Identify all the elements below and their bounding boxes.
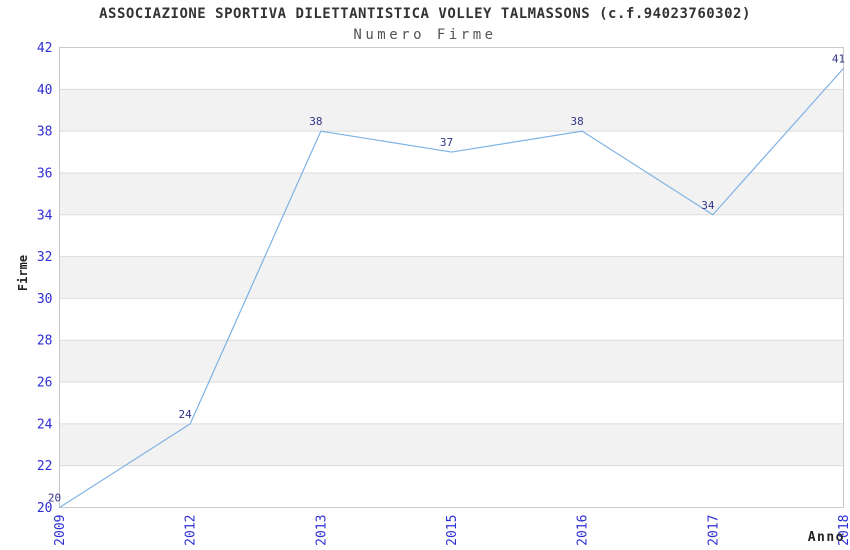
y-tick-label: 26 (37, 376, 53, 391)
chart-subtitle: Numero Firme (353, 27, 497, 43)
x-tick-label: 2012 (184, 515, 199, 546)
data-point-label: 24 (179, 408, 193, 421)
data-line (59, 68, 844, 509)
shaded-band (59, 423, 844, 466)
plot-border (59, 47, 844, 508)
shaded-band (59, 340, 844, 383)
shaded-band (59, 256, 844, 299)
y-tick-label: 24 (37, 417, 53, 432)
shaded-band (59, 172, 844, 215)
data-point-label: 41 (832, 52, 845, 65)
x-tick-label: 2015 (445, 515, 460, 546)
data-point-label: 20 (48, 492, 61, 505)
data-point-label: 37 (440, 136, 453, 149)
y-axis-title: Firme (16, 254, 30, 292)
x-tick-label: 2017 (706, 515, 721, 546)
y-tick-label: 38 (37, 125, 53, 140)
x-tick-label: 2016 (576, 515, 591, 546)
y-tick-label: 28 (37, 334, 53, 349)
y-tick-label: 36 (37, 166, 53, 181)
data-point-label: 38 (571, 115, 584, 128)
x-tick-label: 2009 (53, 515, 68, 546)
x-axis-title: Anno (807, 530, 845, 545)
y-tick-label: 32 (37, 250, 53, 265)
y-tick-label: 20 (37, 501, 53, 516)
x-tick-label: 2018 (837, 515, 850, 546)
y-tick-label: 30 (37, 292, 53, 307)
y-tick-label: 22 (37, 459, 53, 474)
chart-title: ASSOCIAZIONE SPORTIVA DILETTANTISTICA VO… (99, 6, 751, 22)
data-point-label: 38 (309, 115, 322, 128)
x-tick-label: 2013 (314, 515, 329, 546)
shaded-band (59, 89, 844, 132)
y-tick-label: 42 (37, 41, 53, 56)
data-point-label: 34 (701, 199, 715, 212)
y-tick-label: 40 (37, 83, 53, 98)
y-tick-label: 34 (37, 208, 53, 223)
